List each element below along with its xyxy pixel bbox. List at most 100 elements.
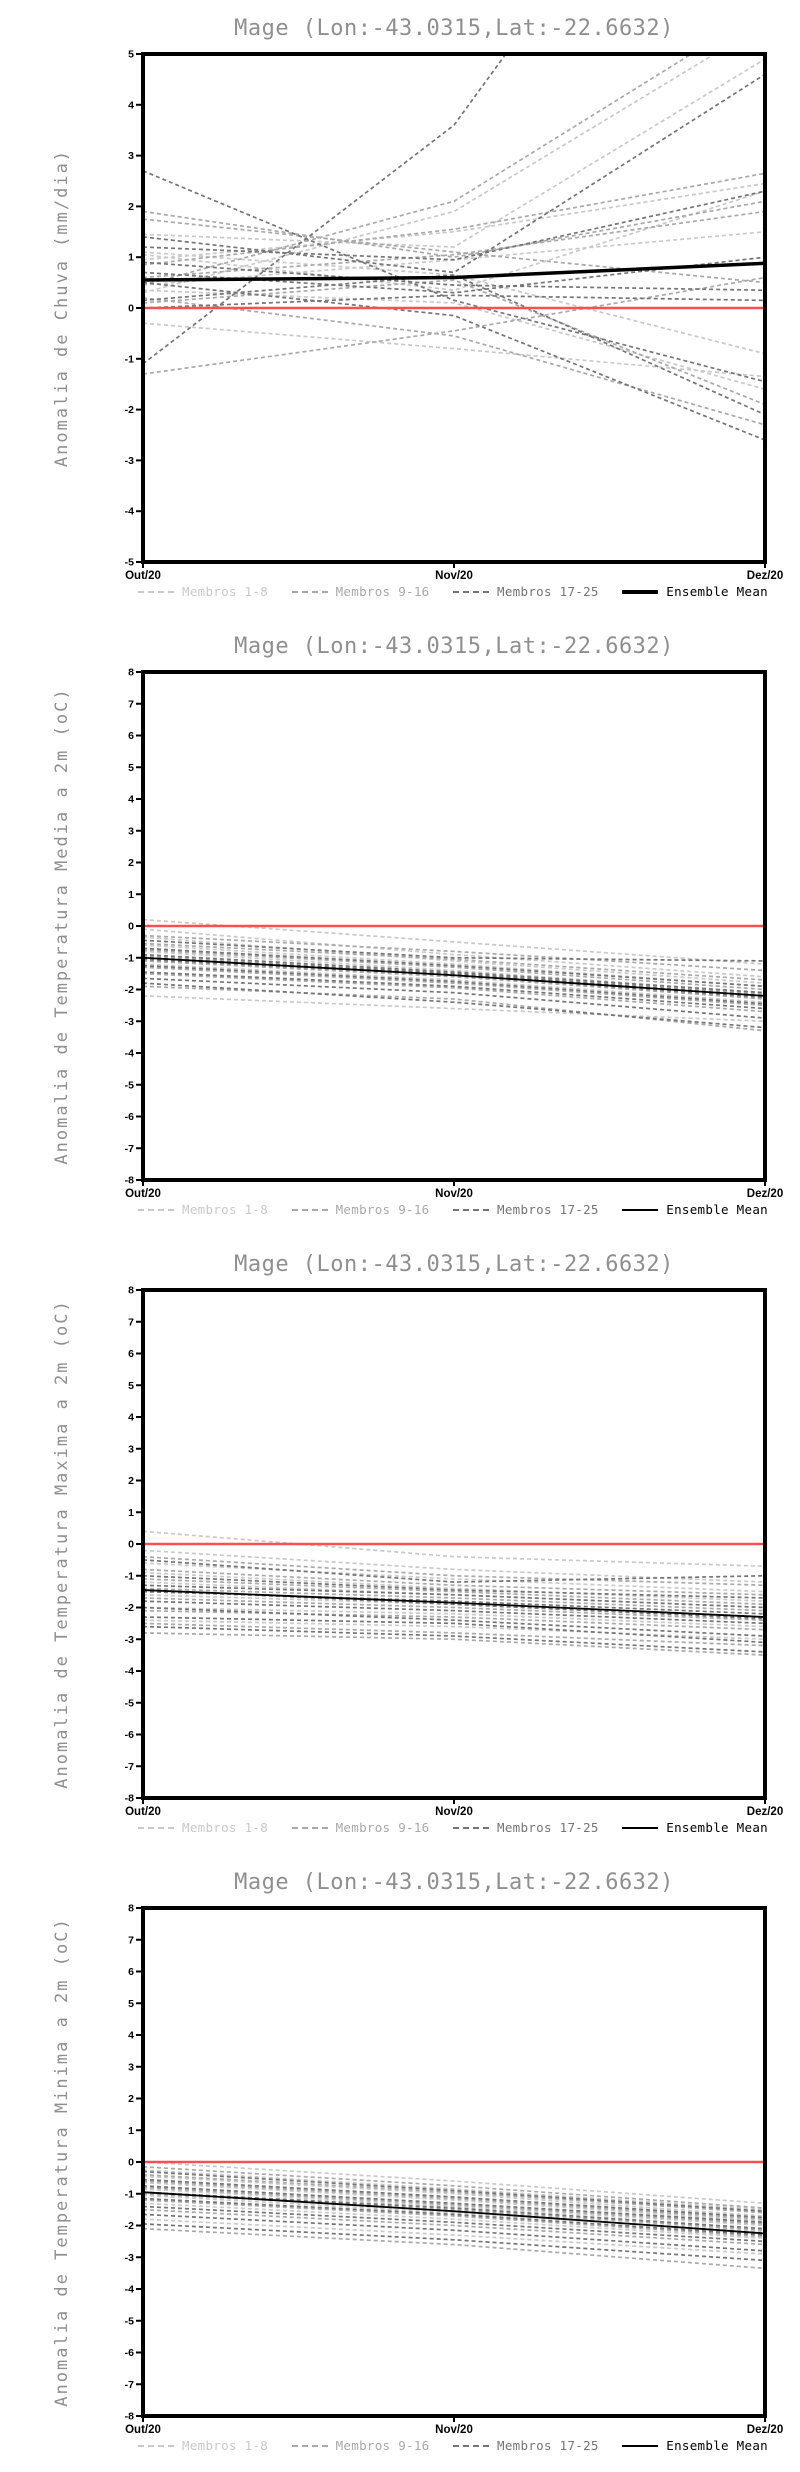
- legend-item-membros-9-16: Membros 9-16: [291, 2438, 430, 2453]
- legend-item-membros-1-8: Membros 1-8: [138, 584, 268, 599]
- svg-text:-8: -8: [125, 1175, 134, 1187]
- svg-text:-3: -3: [125, 1634, 134, 1646]
- solid-line-sample-icon: [622, 589, 659, 594]
- svg-text:-7: -7: [125, 1143, 134, 1155]
- svg-text:3: 3: [128, 150, 134, 162]
- svg-text:5: 5: [128, 49, 134, 61]
- legend-label: Membros 17-25: [497, 1820, 599, 1835]
- svg-text:-7: -7: [125, 1761, 134, 1773]
- svg-text:Nov/20: Nov/20: [435, 1188, 473, 1200]
- svg-text:-2: -2: [125, 984, 134, 996]
- svg-text:Dez/20: Dez/20: [747, 1806, 783, 1818]
- svg-text:Dez/20: Dez/20: [747, 570, 783, 582]
- svg-text:-8: -8: [125, 1793, 134, 1805]
- svg-text:-1: -1: [125, 1570, 134, 1582]
- dashed-line-sample-icon: [291, 1208, 328, 1211]
- svg-text:Dez/20: Dez/20: [747, 2424, 783, 2436]
- svg-text:4: 4: [128, 1412, 134, 1424]
- svg-text:1: 1: [128, 2125, 134, 2137]
- legend-item-ensemble-mean: Ensemble Mean: [622, 2438, 768, 2453]
- dashed-line-sample-icon: [138, 590, 174, 593]
- legend-label: Membros 1-8: [182, 1202, 269, 1217]
- svg-text:3: 3: [128, 2061, 134, 2073]
- legend-label: Membros 9-16: [335, 2438, 430, 2453]
- svg-text:-4: -4: [125, 1666, 134, 1678]
- svg-text:4: 4: [128, 99, 134, 111]
- svg-text:7: 7: [128, 698, 134, 710]
- legend: Membros 1-8 Membros 9-16 Membros 17-25 E…: [138, 2438, 768, 2453]
- svg-text:Nov/20: Nov/20: [435, 1806, 473, 1818]
- dashed-line-sample-icon: [291, 2444, 328, 2447]
- dashed-line-sample-icon: [291, 590, 328, 593]
- legend: Membros 1-8 Membros 9-16 Membros 17-25 E…: [138, 584, 768, 599]
- svg-text:8: 8: [128, 1903, 134, 1915]
- svg-text:2: 2: [128, 201, 134, 213]
- legend-label: Membros 1-8: [182, 2438, 269, 2453]
- svg-text:Nov/20: Nov/20: [435, 2424, 473, 2436]
- legend-item-membros-1-8: Membros 1-8: [138, 1202, 268, 1217]
- legend-item-membros-17-25: Membros 17-25: [453, 2438, 599, 2453]
- dashed-line-sample-icon: [453, 2444, 490, 2447]
- legend-label: Membros 17-25: [497, 2438, 599, 2453]
- svg-text:Dez/20: Dez/20: [747, 1188, 783, 1200]
- svg-text:6: 6: [128, 1348, 134, 1360]
- legend-label: Ensemble Mean: [666, 1820, 768, 1835]
- svg-text:Out/20: Out/20: [125, 1806, 161, 1818]
- svg-text:2: 2: [128, 857, 134, 869]
- svg-text:-1: -1: [125, 2188, 134, 2200]
- svg-text:-7: -7: [125, 2379, 134, 2391]
- svg-text:-6: -6: [125, 1729, 134, 1741]
- svg-text:0: 0: [128, 1539, 134, 1551]
- legend: Membros 1-8 Membros 9-16 Membros 17-25 E…: [138, 1820, 768, 1835]
- legend-label: Membros 17-25: [497, 584, 599, 599]
- legend-item-membros-17-25: Membros 17-25: [453, 1202, 599, 1217]
- dashed-line-sample-icon: [453, 590, 490, 593]
- svg-text:-8: -8: [125, 2411, 134, 2423]
- svg-text:7: 7: [128, 1934, 134, 1946]
- svg-text:3: 3: [128, 825, 134, 837]
- svg-text:-5: -5: [125, 1697, 134, 1709]
- dashed-line-sample-icon: [453, 1826, 490, 1829]
- svg-text:Out/20: Out/20: [125, 2424, 161, 2436]
- svg-text:1: 1: [128, 889, 134, 901]
- svg-text:-1: -1: [125, 952, 134, 964]
- svg-text:-6: -6: [125, 1111, 134, 1123]
- solid-line-sample-icon: [622, 1208, 659, 1211]
- svg-text:-4: -4: [125, 506, 134, 518]
- svg-text:7: 7: [128, 1316, 134, 1328]
- legend-item-ensemble-mean: Ensemble Mean: [622, 1820, 768, 1835]
- svg-text:-3: -3: [125, 1016, 134, 1028]
- svg-text:5: 5: [128, 762, 134, 774]
- legend: Membros 1-8 Membros 9-16 Membros 17-25 E…: [138, 1202, 768, 1217]
- svg-text:8: 8: [128, 667, 134, 679]
- svg-text:1: 1: [128, 252, 134, 264]
- dashed-line-sample-icon: [291, 1826, 328, 1829]
- svg-text:Out/20: Out/20: [125, 1188, 161, 1200]
- legend-label: Ensemble Mean: [666, 1202, 768, 1217]
- svg-text:-4: -4: [125, 2284, 134, 2296]
- legend-label: Membros 9-16: [335, 1820, 430, 1835]
- svg-text:-1: -1: [125, 353, 134, 365]
- solid-line-sample-icon: [622, 1826, 659, 1829]
- svg-text:-2: -2: [125, 404, 134, 416]
- legend-label: Ensemble Mean: [666, 584, 768, 599]
- legend-item-membros-9-16: Membros 9-16: [291, 1202, 430, 1217]
- svg-text:6: 6: [128, 730, 134, 742]
- dashed-line-sample-icon: [138, 1826, 174, 1829]
- chart-temp-minima-anomaly: Mage (Lon:-43.0315,Lat:-22.6632) Anomali…: [0, 1854, 800, 2472]
- legend-item-ensemble-mean: Ensemble Mean: [622, 1202, 768, 1217]
- svg-text:Out/20: Out/20: [125, 570, 161, 582]
- svg-text:4: 4: [128, 794, 134, 806]
- chart-precip-anomaly: Mage (Lon:-43.0315,Lat:-22.6632) Anomali…: [0, 0, 800, 618]
- legend-item-membros-9-16: Membros 9-16: [291, 1820, 430, 1835]
- svg-text:3: 3: [128, 1443, 134, 1455]
- svg-text:4: 4: [128, 2030, 134, 2042]
- dashed-line-sample-icon: [138, 1208, 174, 1211]
- svg-text:0: 0: [128, 303, 134, 315]
- svg-text:0: 0: [128, 2157, 134, 2169]
- legend-label: Membros 1-8: [182, 1820, 269, 1835]
- svg-text:2: 2: [128, 2093, 134, 2105]
- svg-text:5: 5: [128, 1380, 134, 1392]
